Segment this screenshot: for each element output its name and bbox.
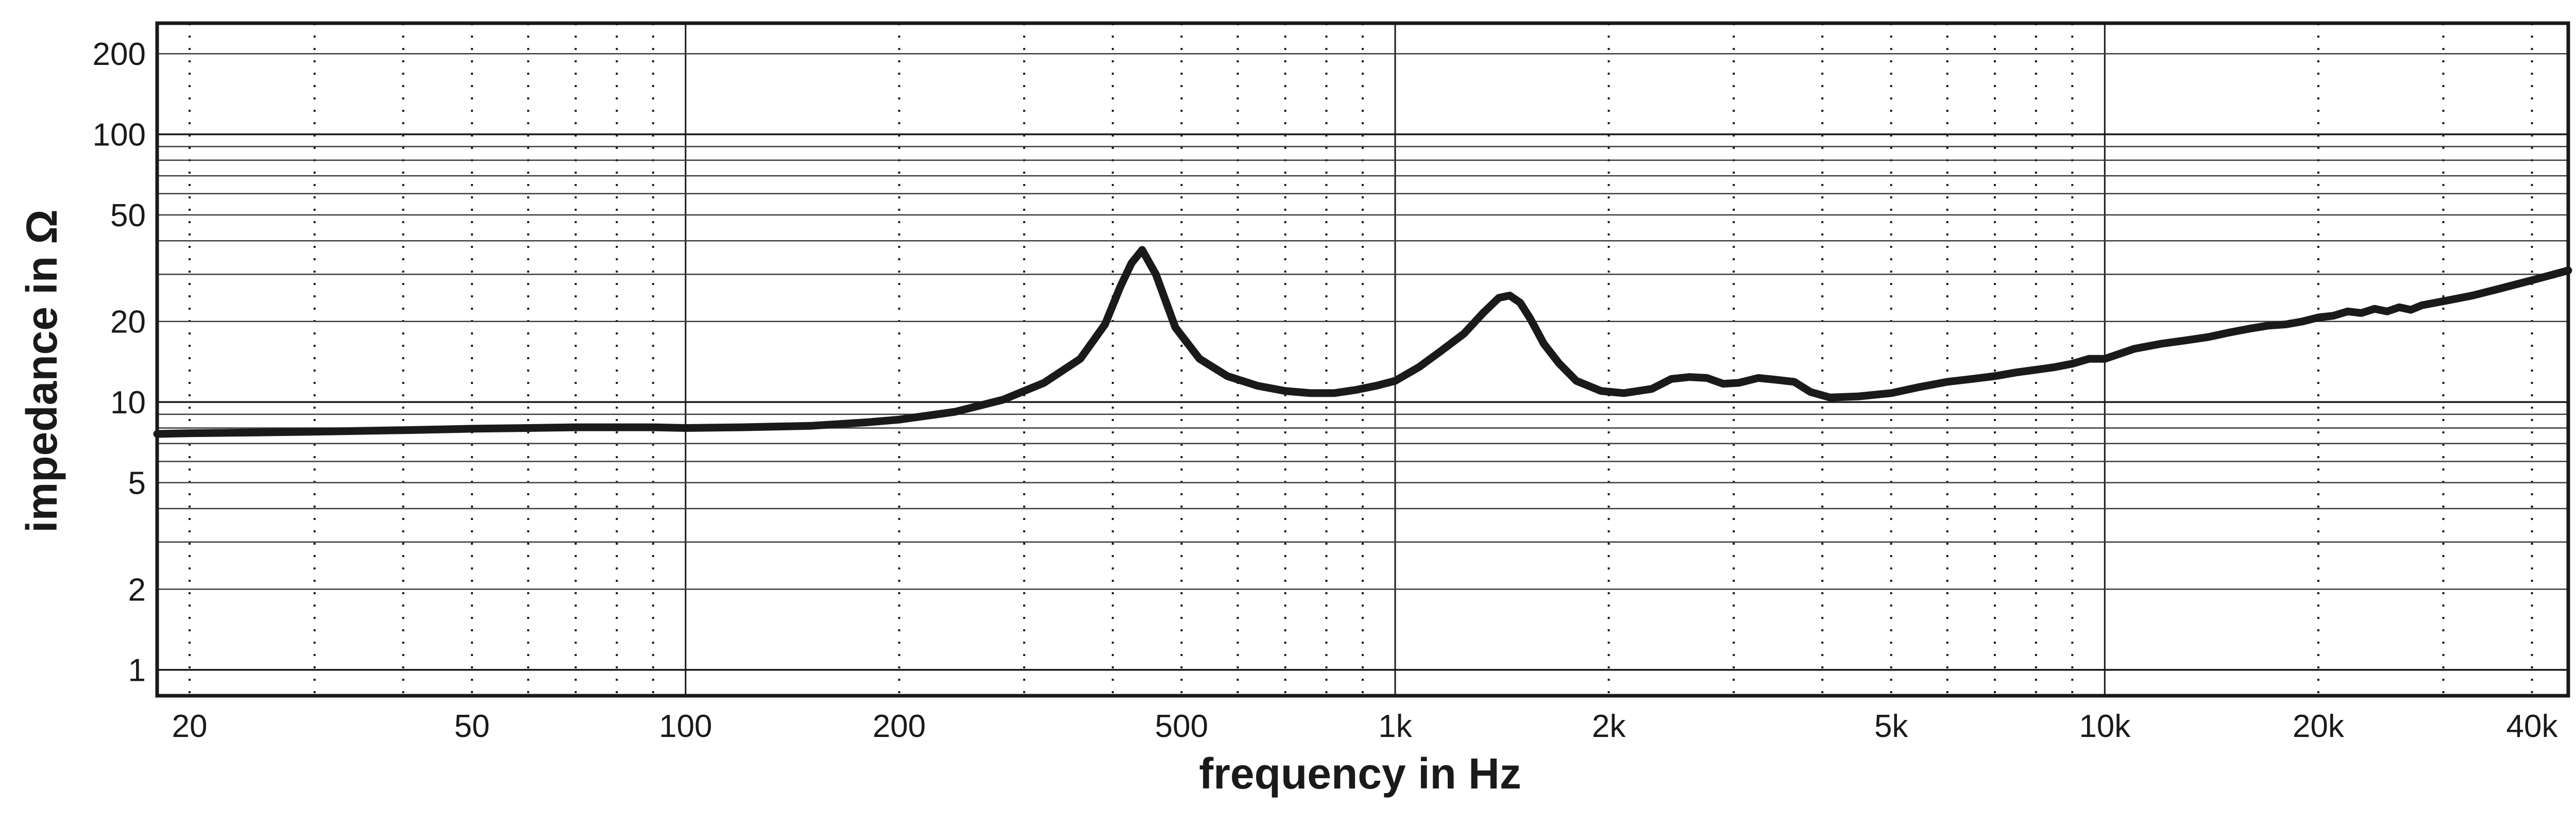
y-tick-label: 5	[128, 466, 146, 501]
x-tick-label: 20k	[2293, 709, 2345, 744]
y-tick-label: 2	[128, 572, 146, 608]
x-tick-label: 50	[454, 709, 490, 744]
y-axis-label: impedance in Ω	[18, 209, 66, 533]
y-tick-label: 50	[110, 198, 146, 233]
y-tick-label: 20	[110, 305, 146, 340]
y-tick-label: 200	[93, 37, 146, 72]
series-layer	[153, 246, 2572, 438]
impedance-curve	[153, 246, 2572, 438]
y-tick-labels: 1 2 5 10 20 50 100 200	[93, 37, 146, 689]
y-tick-label: 10	[110, 385, 146, 421]
plot-frame	[155, 21, 2570, 698]
x-tick-label: 500	[1155, 709, 1208, 744]
grid	[157, 23, 2568, 696]
x-tick-label: 1k	[1378, 709, 1412, 744]
x-tick-label: 40k	[2506, 709, 2558, 744]
x-tick-label: 20	[172, 709, 208, 744]
x-tick-label: 10k	[2079, 709, 2131, 744]
x-tick-label: 100	[659, 709, 712, 744]
x-tick-label: 200	[873, 709, 926, 744]
x-tick-labels: 20 50 100 200 500 1k 2k 5k 10k 20k 40k	[172, 709, 2558, 744]
x-axis-label: frequency in Hz	[1199, 749, 1521, 798]
x-tick-label: 5k	[1874, 709, 1908, 744]
y-tick-label: 100	[93, 118, 146, 153]
y-tick-label: 1	[128, 653, 146, 689]
x-tick-label: 2k	[1592, 709, 1626, 744]
